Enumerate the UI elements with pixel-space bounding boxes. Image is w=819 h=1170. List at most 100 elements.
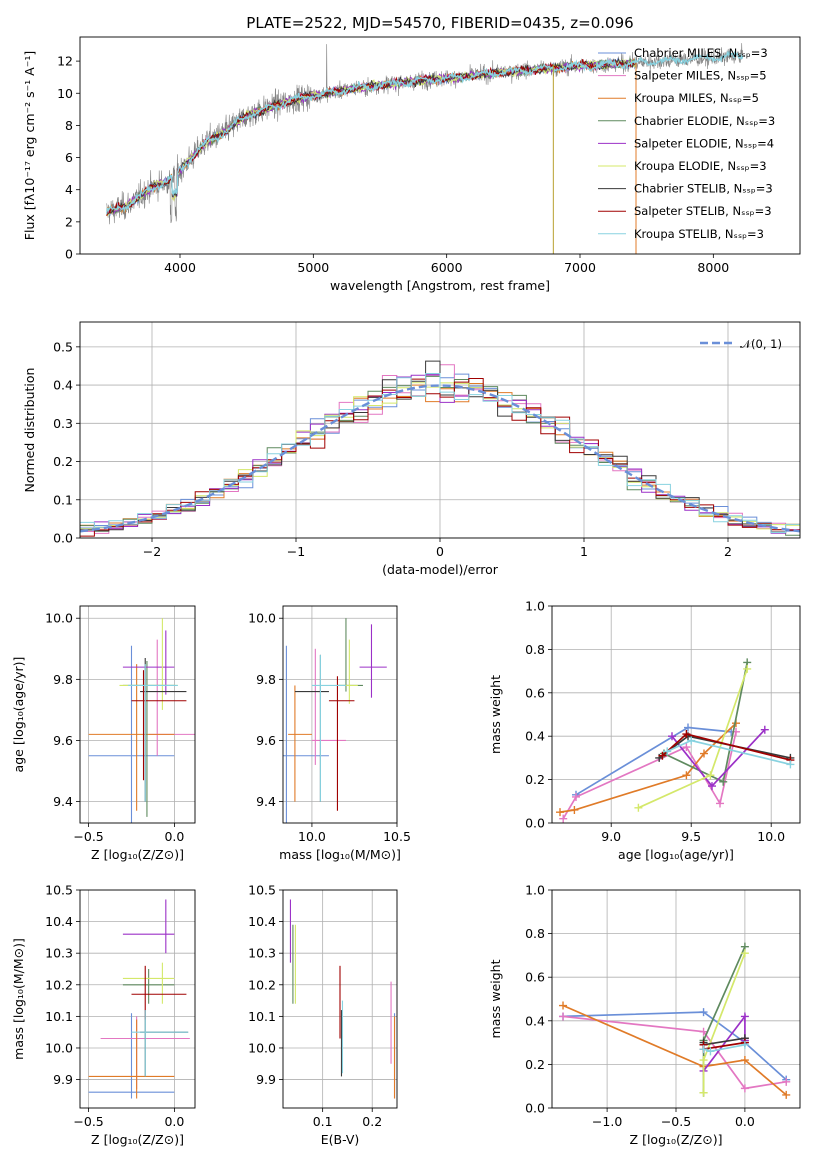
x-tick-label: 0.0 bbox=[164, 829, 184, 844]
y-tick-label: 0.4 bbox=[525, 1013, 545, 1028]
weight-marker bbox=[699, 1045, 708, 1054]
panels: 4000 5000 6000 7000 8000024681012wavelength … bbox=[11, 36, 801, 1147]
legend-entry: Salpeter ELODIE, Nₛₛₚ=4 bbox=[634, 136, 774, 150]
weight-marker bbox=[556, 808, 564, 817]
weight-marker bbox=[760, 725, 769, 734]
x-tick-label: 10.0 bbox=[298, 829, 326, 844]
y-tick-label: 10.0 bbox=[248, 1040, 276, 1055]
plot-area bbox=[106, 43, 744, 254]
legend-entry: Chabrier MILES, Nₛₛₚ=3 bbox=[634, 46, 768, 60]
x-tick-label: 5000 bbox=[297, 260, 329, 275]
y-tick-label: 8 bbox=[65, 118, 73, 133]
legend-entry: Kroupa STELIB, Nₛₛₚ=3 bbox=[634, 227, 764, 241]
x-tick-label: 0.1 bbox=[313, 1114, 333, 1129]
panel-age_vs_z: −0.5 0.0 9.4 9.6 9.8 10.0 Z [log₁₀(Z/Z⊙)] age [… bbox=[11, 605, 196, 862]
weight-marker bbox=[634, 803, 643, 812]
y-tick-label: 0.2 bbox=[525, 1057, 545, 1072]
axes-frame bbox=[551, 889, 801, 1109]
weight-marker bbox=[706, 1047, 715, 1056]
x-tick-label: −2 bbox=[143, 544, 161, 559]
x-tick-label: 7000 bbox=[564, 260, 596, 275]
x-axis-label: Z [log₁₀(Z/Z⊙)] bbox=[91, 847, 184, 862]
legend-entry: Chabrier STELIB, Nₛₛₚ=3 bbox=[634, 182, 773, 196]
x-axis-label: mass [log₁₀(M/M⊙)] bbox=[279, 847, 401, 862]
panel-massweight_vs_age: 9.0 9.5 10.0 0.0 0.2 0.4 0.6 0.8 1.0 age [log₁₀(a… bbox=[488, 599, 801, 862]
y-tick-label: 10.0 bbox=[45, 611, 73, 626]
weight-marker bbox=[658, 751, 667, 760]
x-tick-label: −0.5 bbox=[73, 1114, 103, 1129]
weight-marker bbox=[699, 1008, 708, 1017]
x-tick-label: −1.0 bbox=[592, 1114, 622, 1129]
weight-line-6 bbox=[702, 952, 746, 1093]
plot-area bbox=[552, 606, 800, 823]
weight-marker bbox=[699, 1088, 708, 1097]
weight-marker bbox=[719, 777, 728, 786]
y-tick-label: 10 bbox=[57, 86, 73, 101]
y-tick-label: 10.2 bbox=[248, 977, 276, 992]
legend-entry: Kroupa MILES, Nₛₛₚ=5 bbox=[634, 91, 759, 105]
y-axis-label: Normed distribution bbox=[22, 368, 37, 493]
plot-area bbox=[283, 890, 397, 1108]
y-tick-label: 9.8 bbox=[256, 672, 276, 687]
x-tick-label: 0.0 bbox=[164, 1114, 184, 1129]
weight-marker bbox=[682, 730, 691, 739]
y-tick-label: 0.1 bbox=[53, 492, 73, 507]
axes-frame bbox=[282, 605, 398, 824]
x-tick-label: 9.0 bbox=[601, 829, 621, 844]
weight-marker bbox=[570, 805, 579, 814]
y-tick-label: 10.1 bbox=[248, 1009, 276, 1024]
histogram-9 bbox=[80, 373, 800, 533]
y-tick-label: 9.6 bbox=[256, 733, 276, 748]
x-tick-label: 10.5 bbox=[383, 829, 411, 844]
y-tick-label: 10.3 bbox=[45, 946, 73, 961]
x-tick-label: 0.2 bbox=[362, 1114, 382, 1129]
figure-title: PLATE=2522, MJD=54570, FIBERID=0435, z=0… bbox=[246, 14, 633, 32]
x-tick-label: 4000 bbox=[164, 260, 196, 275]
weight-marker bbox=[572, 792, 580, 801]
y-tick-label: 2 bbox=[65, 214, 73, 229]
weight-marker bbox=[716, 799, 724, 808]
weight-line-3 bbox=[562, 1004, 787, 1096]
weight-marker bbox=[740, 1040, 749, 1049]
panel-age_vs_mass: 10.0 10.5 9.4 9.6 9.8 10.0 mass [log₁₀(M/M⊙)] bbox=[248, 605, 411, 862]
weight-marker bbox=[699, 1056, 708, 1065]
y-tick-label: 10.4 bbox=[248, 914, 276, 929]
axes-frame bbox=[551, 605, 801, 824]
y-tick-label: 1.0 bbox=[525, 599, 545, 614]
panel-massweight_vs_z: −1.0 −0.5 0.0 0.0 0.2 0.4 0.6 0.8 1.0 Z [log₁₀(Z/… bbox=[488, 883, 801, 1147]
panel-mass_vs_ebv: 0.1 0.2 9.9 10.0 10.1 10.2 10.3 10.4 10.5 E(B-V) bbox=[248, 883, 398, 1147]
axes-frame bbox=[282, 889, 398, 1109]
y-tick-label: 0.4 bbox=[53, 378, 73, 393]
axes-frame bbox=[79, 605, 196, 824]
y-tick-label: 10.1 bbox=[45, 1009, 73, 1024]
weight-marker bbox=[699, 1027, 708, 1036]
x-axis-label: Z [log₁₀(Z/Z⊙)] bbox=[91, 1132, 184, 1147]
x-tick-label: 10.0 bbox=[757, 829, 785, 844]
weight-marker bbox=[663, 747, 672, 756]
weight-marker bbox=[782, 1090, 791, 1099]
normal-reference-curve bbox=[80, 384, 800, 533]
y-tick-label: 9.9 bbox=[53, 1072, 73, 1087]
weight-marker bbox=[559, 1012, 568, 1021]
y-tick-label: 9.8 bbox=[53, 672, 73, 687]
weight-line-6 bbox=[638, 668, 749, 809]
x-axis-label: wavelength [Angstrom, rest frame] bbox=[330, 278, 550, 293]
y-tick-label: 10.4 bbox=[45, 914, 73, 929]
weight-marker bbox=[740, 949, 749, 958]
x-tick-label: 8000 bbox=[697, 260, 729, 275]
weight-marker bbox=[682, 771, 691, 780]
y-tick-label: 0.8 bbox=[525, 642, 545, 657]
weight-marker bbox=[668, 732, 676, 741]
y-tick-label: 10.3 bbox=[248, 946, 276, 961]
model-line-9 bbox=[106, 50, 744, 214]
x-tick-label: 0.0 bbox=[735, 1114, 755, 1129]
y-tick-label: 10.0 bbox=[45, 1040, 73, 1055]
weight-marker bbox=[743, 664, 752, 673]
axes-frame bbox=[79, 889, 196, 1109]
y-tick-label: 0.0 bbox=[53, 531, 73, 546]
weight-marker bbox=[706, 771, 715, 780]
axes-frame bbox=[79, 36, 801, 255]
x-axis-label: E(B-V) bbox=[321, 1132, 360, 1147]
y-axis-label: Flux [fλ10⁻¹⁷ erg cm⁻² s⁻¹ A⁻¹] bbox=[22, 51, 37, 240]
axes-frame bbox=[79, 321, 801, 539]
